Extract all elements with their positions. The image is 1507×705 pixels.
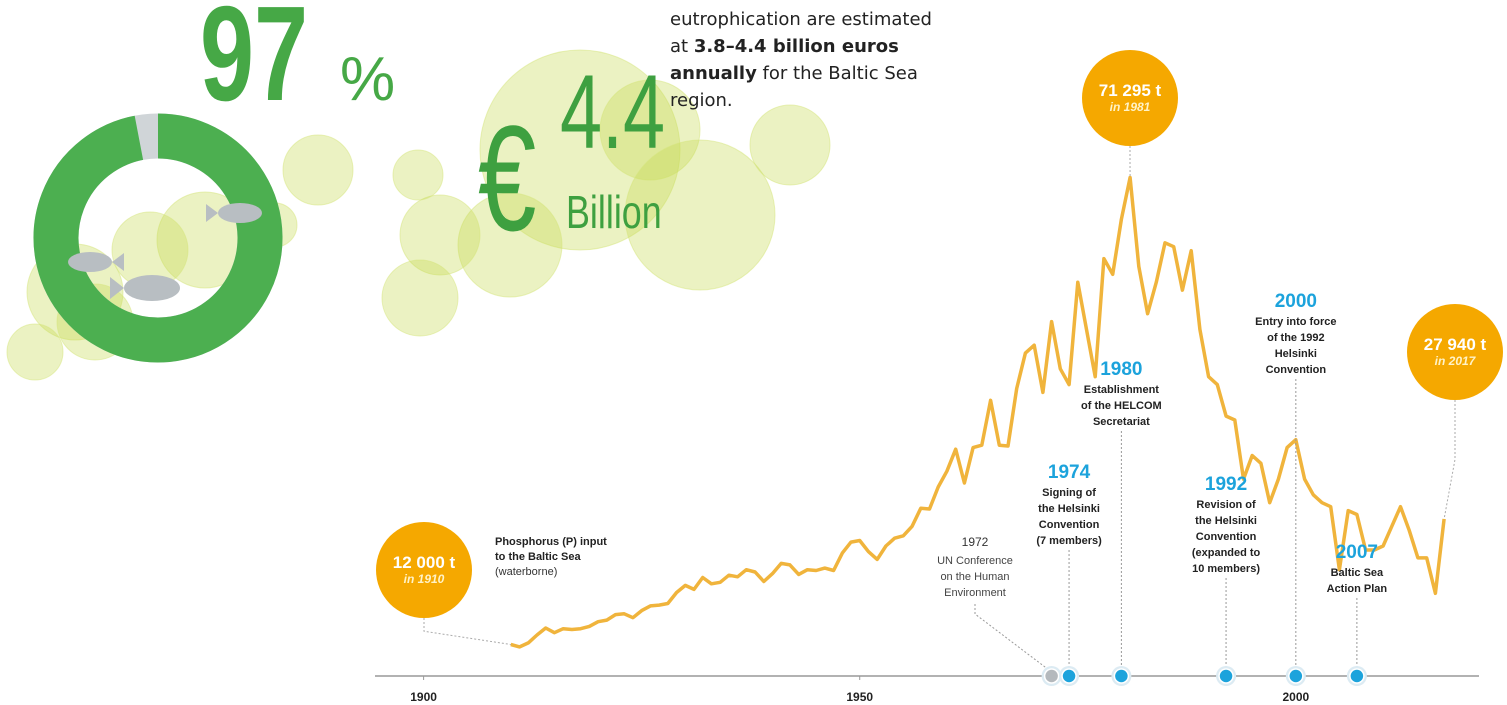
series-note: (waterborne) [495, 566, 557, 578]
event-year: 1980 [1100, 359, 1142, 380]
event-dot [1289, 669, 1303, 683]
event-line: Helsinki [1275, 348, 1317, 360]
event-line: Establishment [1084, 384, 1160, 396]
x-tick-label: 2000 [1282, 690, 1309, 704]
info-segment: region. [670, 90, 733, 111]
event-line: Action Plan [1327, 583, 1388, 595]
infographic: 97 % € 4.4 Billion eutrophication are es… [0, 0, 1507, 705]
event-line: 10 members) [1192, 563, 1260, 575]
event-line: Revision of [1196, 499, 1256, 511]
info-line: at 3.8–4.4 billion euros [670, 36, 899, 57]
info-text: eutrophication are estimated at 3.8–4.4 b… [670, 9, 932, 111]
event-line: Convention [1039, 519, 1100, 531]
event-year: 1992 [1205, 474, 1247, 495]
callout-leader [1444, 400, 1455, 519]
currency-symbol: € [478, 96, 536, 263]
info-line: eutrophication are estimated [670, 9, 932, 30]
x-tick-label: 1900 [410, 690, 437, 704]
bubble [382, 260, 458, 336]
fish [218, 203, 262, 223]
event-year: 2007 [1336, 542, 1378, 563]
bubble [283, 135, 353, 205]
bubble [750, 105, 830, 185]
event-line: of the 1992 [1267, 332, 1324, 344]
event-line: Secretariat [1093, 416, 1150, 428]
event-dot [1114, 669, 1128, 683]
cost-amount: 4.4 [560, 54, 665, 171]
info-segment: at [670, 36, 694, 57]
event-dot [1062, 669, 1076, 683]
series-label: to the Baltic Sea [495, 551, 581, 563]
event-year: 1974 [1048, 462, 1091, 483]
info-segment: eutrophication are estimated [670, 9, 932, 30]
event-line: Environment [944, 587, 1006, 599]
series-label: Phosphorus (P) input [495, 536, 607, 548]
event-year: 1972 [962, 535, 989, 549]
callout-label: 71 295 t [1099, 81, 1162, 100]
callout-sub: in 2017 [1435, 354, 1477, 368]
cost-unit: Billion [566, 187, 662, 238]
event-line: of the HELCOM [1081, 400, 1162, 412]
event-line: Entry into force [1255, 316, 1336, 328]
event-line: the Helsinki [1038, 503, 1100, 515]
x-tick-label: 1950 [846, 690, 873, 704]
event-line: (expanded to [1192, 547, 1261, 559]
callout-leader [424, 618, 511, 644]
info-segment: 3.8–4.4 billion euros [694, 36, 899, 57]
event-dot [1350, 669, 1364, 683]
event-line: the Helsinki [1195, 515, 1257, 527]
callout-sub: in 1910 [404, 572, 445, 586]
event-line: Signing of [1042, 487, 1096, 499]
bubble [7, 324, 63, 380]
event-line: (7 members) [1036, 535, 1102, 547]
event-dot [1045, 669, 1059, 683]
callout-label: 12 000 t [393, 553, 456, 572]
fish [68, 252, 112, 272]
event-line: Convention [1196, 531, 1257, 543]
event-dot [1219, 669, 1233, 683]
info-line: region. [670, 90, 733, 111]
callout-sub: in 1981 [1110, 100, 1151, 114]
event-line: UN Conference [937, 555, 1013, 567]
fish [124, 275, 180, 301]
info-line: annually for the Baltic Sea [670, 63, 918, 84]
event-leader [975, 604, 1052, 672]
bubble [393, 150, 443, 200]
percent-unit: % [340, 45, 395, 114]
callout-label: 27 940 t [1424, 335, 1487, 354]
info-segment: annually [670, 63, 757, 84]
event-line: on the Human [940, 571, 1009, 583]
event-line: Convention [1266, 364, 1327, 376]
info-segment: for the Baltic Sea [757, 63, 918, 84]
event-line: Baltic Sea [1331, 567, 1384, 579]
percent-value: 97 [200, 0, 308, 129]
event-year: 2000 [1275, 291, 1317, 312]
